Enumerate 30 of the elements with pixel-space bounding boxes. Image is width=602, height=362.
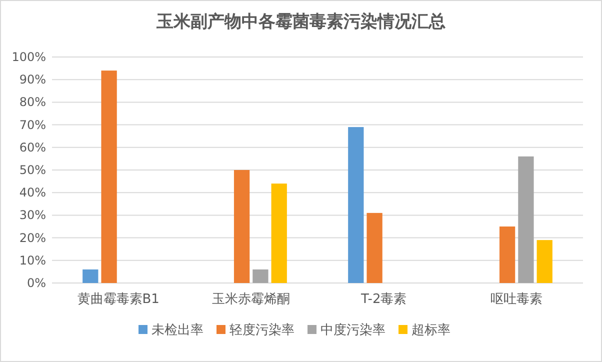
bar	[82, 269, 98, 283]
bar	[366, 212, 382, 283]
x-tick-label: 黄曲霉毒素B1	[77, 292, 160, 307]
x-tick-label: 玉米赤霉烯酮	[212, 292, 290, 307]
y-tick-label: 50%	[19, 163, 46, 177]
y-tick-label: 80%	[19, 95, 46, 110]
bar	[101, 70, 117, 283]
y-tick-label: 30%	[19, 208, 46, 222]
legend-label: 轻度污染率	[230, 322, 294, 338]
y-tick-label: 20%	[19, 230, 46, 245]
y-tick-label: 70%	[19, 118, 46, 132]
y-tick-label: 100%	[12, 50, 46, 64]
y-tick-label: 90%	[19, 72, 46, 87]
chart-title: 玉米副产物中各霉菌毒素污染情况汇总	[156, 12, 446, 32]
bar	[518, 156, 534, 283]
x-tick-label: 呕吐毒素	[490, 292, 543, 307]
legend-label: 未检出率	[152, 322, 204, 338]
bar	[348, 127, 364, 283]
bar	[499, 226, 516, 283]
y-tick-label: 0%	[26, 276, 46, 290]
bar	[234, 170, 250, 283]
legend-label: 超标率	[412, 322, 450, 338]
bar	[252, 269, 268, 283]
y-tick-label: 10%	[19, 253, 46, 268]
legend-label: 中度污染率	[320, 322, 386, 338]
x-tick-label: T-2毒素	[360, 292, 407, 307]
bar	[271, 184, 287, 283]
bar	[536, 240, 552, 283]
y-tick-label: 60%	[19, 140, 46, 154]
y-tick-label: 40%	[19, 186, 46, 200]
